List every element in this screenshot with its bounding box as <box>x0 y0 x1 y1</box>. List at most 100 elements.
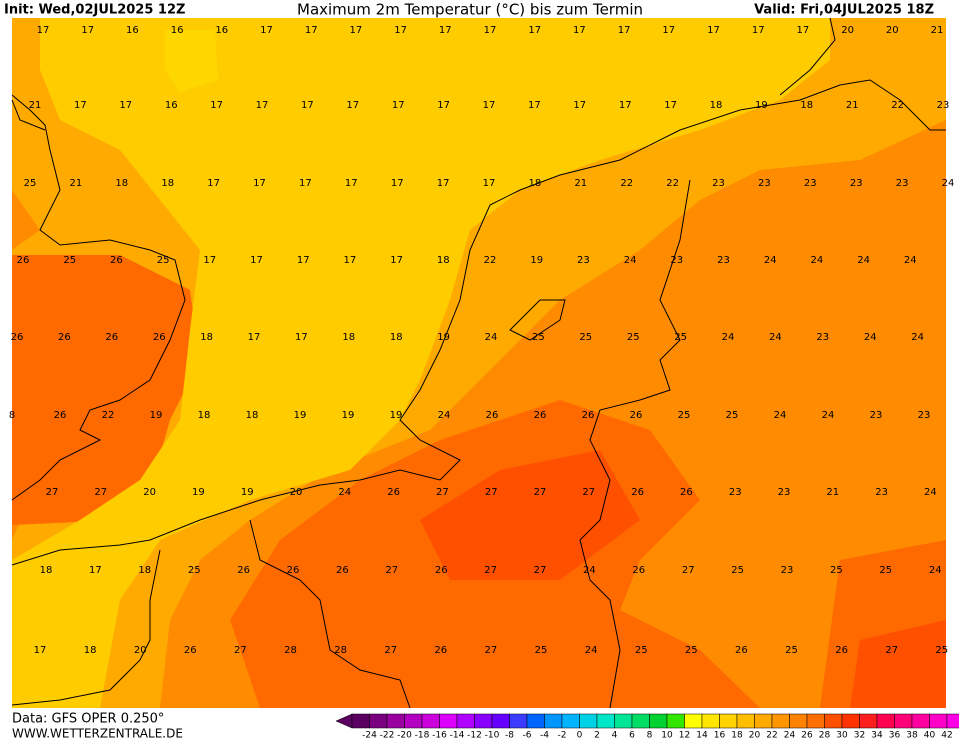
temperature-value: 26 <box>17 255 30 266</box>
temperature-value: 25 <box>879 565 892 576</box>
legend-tick-label: 10 <box>661 731 673 741</box>
temperature-value: 24 <box>904 255 917 266</box>
temperature-value: 19 <box>241 487 254 498</box>
data-source: Data: GFS OPER 0.250° <box>12 712 164 727</box>
temperature-value: 17 <box>618 25 631 36</box>
temperature-value: 24 <box>485 332 498 343</box>
temperature-value: 18 <box>200 332 213 343</box>
legend-tick-label: 16 <box>714 731 726 741</box>
legend-tick-label: 34 <box>871 731 883 741</box>
temperature-value: 17 <box>344 255 357 266</box>
temperature-value: 26 <box>11 332 24 343</box>
legend-tick-label: 24 <box>784 731 796 741</box>
temperature-value: 25 <box>685 645 698 656</box>
temperature-value: 21 <box>931 25 944 36</box>
temperature-value: 25 <box>63 255 76 266</box>
temperature-value: 27 <box>385 565 398 576</box>
temperature-value: 23 <box>816 332 829 343</box>
legend-tick-label: 18 <box>731 731 743 741</box>
temperature-value: 17 <box>528 100 541 111</box>
temperature-value: 23 <box>870 410 883 421</box>
temperature-value: 18 <box>138 565 151 576</box>
temperature-value: 17 <box>81 25 94 36</box>
temperature-value: 23 <box>804 178 817 189</box>
temperature-value: 16 <box>126 25 139 36</box>
temperature-value: 24 <box>774 410 787 421</box>
temperature-value: 17 <box>664 100 677 111</box>
temperature-value: 20 <box>841 25 854 36</box>
temperature-value: 21 <box>29 100 42 111</box>
temperature-value: 17 <box>297 255 310 266</box>
temperature-value: 17 <box>350 25 363 36</box>
temperature-value: 17 <box>207 178 220 189</box>
temperature-value: 23 <box>781 565 794 576</box>
legend-swatch <box>946 713 959 729</box>
temperature-value: 18 <box>198 410 211 421</box>
temperature-value: 27 <box>682 565 695 576</box>
temperature-value: 24 <box>764 255 777 266</box>
legend-tick-label: 4 <box>612 731 618 741</box>
temperature-value: 17 <box>346 100 359 111</box>
temperature-value: 21 <box>70 178 83 189</box>
temperature-value: 17 <box>394 25 407 36</box>
legend-swatch <box>456 713 475 729</box>
temperature-value: 17 <box>203 255 216 266</box>
temperature-value: 24 <box>811 255 824 266</box>
temperature-value: 23 <box>717 255 730 266</box>
temperature-value: 18 <box>246 410 259 421</box>
temperature-value: 26 <box>184 645 197 656</box>
legend-swatch <box>421 713 440 729</box>
temperature-value: 23 <box>875 487 888 498</box>
temperature-value: 26 <box>534 410 547 421</box>
temperature-value: 17 <box>74 100 87 111</box>
temperature-value: 17 <box>345 178 358 189</box>
legend-tick-label: -10 <box>485 731 500 741</box>
legend-swatch <box>806 713 825 729</box>
temperature-value: 20 <box>143 487 156 498</box>
legend-tick-label: 12 <box>679 731 690 741</box>
temperature-value: 21 <box>826 487 839 498</box>
legend-tick-label: -12 <box>467 731 482 741</box>
temperature-value: 26 <box>631 487 644 498</box>
temperature-value: 19 <box>755 100 768 111</box>
legend-tick-label: 32 <box>854 731 865 741</box>
temperature-value: 27 <box>234 645 247 656</box>
legend-swatch <box>369 713 388 729</box>
temperature-value: 17 <box>299 178 312 189</box>
legend-swatch <box>614 713 633 729</box>
temperature-value: 27 <box>485 487 498 498</box>
temperature-value: 20 <box>134 645 147 656</box>
temperature-value: 19 <box>530 255 543 266</box>
temperature-value: 17 <box>483 178 496 189</box>
temperature-value: 24 <box>864 332 877 343</box>
temperature-value: 18 <box>800 100 813 111</box>
temperature-value: 27 <box>485 645 498 656</box>
temperature-value: 27 <box>534 565 547 576</box>
temperature-value: 17 <box>484 25 497 36</box>
temperature-value: 18 <box>390 332 403 343</box>
temperature-value: 26 <box>835 645 848 656</box>
temperature-value: 24 <box>583 565 596 576</box>
temperature-value: 25 <box>830 565 843 576</box>
temperature-value: 28 <box>284 645 297 656</box>
temperature-value: 21 <box>846 100 859 111</box>
temperature-value: 25 <box>188 565 201 576</box>
legend-tick-label: 40 <box>924 731 936 741</box>
legend-tick-label: -8 <box>505 731 514 741</box>
temperature-value: 17 <box>573 25 586 36</box>
legend-swatch <box>754 713 773 729</box>
temperature-value: 25 <box>678 410 691 421</box>
legend-tick-label: 30 <box>836 731 848 741</box>
temperature-value: 22 <box>891 100 904 111</box>
temperature-value: 24 <box>722 332 735 343</box>
temperature-value: 23 <box>918 410 931 421</box>
temperature-value: 17 <box>390 255 403 266</box>
temperature-value: 16 <box>165 100 178 111</box>
temperature-value: 26 <box>630 410 643 421</box>
legend-tick-label: 38 <box>906 731 918 741</box>
temperature-labels: 17 17 16 16 16 17 17 17 17 17 17 17 17 17 17 17 17 17 20 20… <box>9 25 955 656</box>
legend-swatch <box>596 713 615 729</box>
temperature-value: 19 <box>390 410 403 421</box>
temperature-value: 17 <box>437 178 450 189</box>
